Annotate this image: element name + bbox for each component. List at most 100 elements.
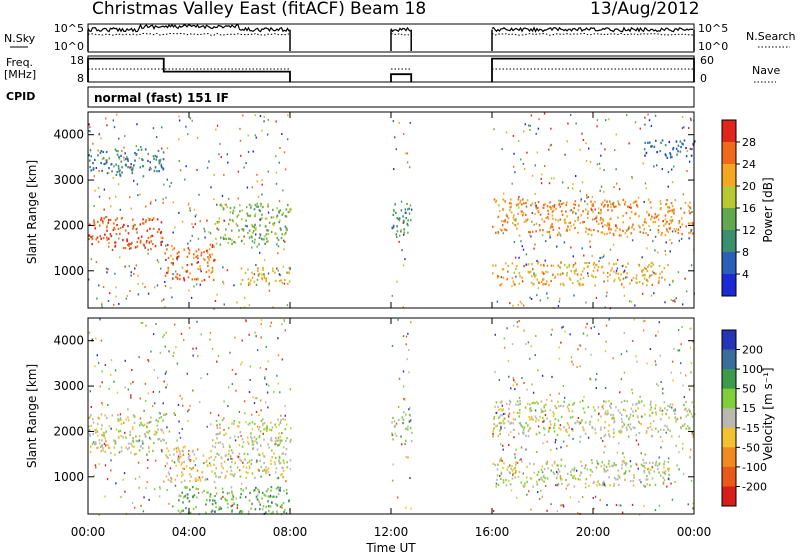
heatmap-cell bbox=[94, 464, 97, 467]
heatmap-cell bbox=[555, 407, 558, 410]
heatmap-cell bbox=[664, 407, 666, 410]
heatmap-cell bbox=[105, 159, 107, 162]
heatmap-cell bbox=[671, 406, 673, 409]
freq-label: Freq. bbox=[6, 56, 33, 69]
heatmap-cell bbox=[197, 355, 199, 358]
heatmap-cell bbox=[254, 223, 256, 226]
heatmap-cell bbox=[138, 475, 141, 478]
heatmap-cell bbox=[196, 448, 199, 451]
heatmap-cell bbox=[402, 221, 405, 224]
heatmap-cell bbox=[400, 200, 403, 203]
heatmap-cell bbox=[550, 127, 552, 130]
heatmap-cell bbox=[285, 227, 288, 230]
heatmap-cell bbox=[108, 425, 111, 428]
heatmap-cell bbox=[136, 440, 139, 443]
heatmap-cell bbox=[685, 155, 688, 158]
heatmap-cell bbox=[689, 147, 692, 150]
heatmap-cell bbox=[670, 168, 673, 171]
heatmap-cell bbox=[527, 429, 530, 433]
heatmap-cell bbox=[272, 306, 274, 309]
heatmap-cell bbox=[579, 421, 582, 424]
heatmap-cell bbox=[642, 458, 644, 462]
heatmap-cell bbox=[109, 233, 112, 236]
heatmap-cell bbox=[556, 510, 559, 513]
time-axis: 00:00 04:00 08:00 12:00 16:00 20:00 00:00 bbox=[71, 112, 711, 539]
heatmap-cell bbox=[265, 368, 267, 371]
heatmap-cell bbox=[224, 203, 226, 206]
heatmap-cell bbox=[578, 344, 581, 347]
heatmap-cell bbox=[192, 466, 194, 469]
heatmap-cell bbox=[566, 228, 568, 231]
heatmap-cell bbox=[241, 228, 244, 231]
heatmap-cell bbox=[154, 199, 157, 202]
heatmap-cell bbox=[266, 133, 269, 136]
heatmap-cell bbox=[127, 243, 129, 247]
heatmap-cell bbox=[162, 414, 165, 417]
heatmap-cell bbox=[127, 408, 129, 411]
heatmap-cell bbox=[213, 258, 215, 261]
heatmap-cell bbox=[566, 266, 568, 269]
heatmap-cell bbox=[205, 503, 207, 506]
heatmap-cell bbox=[517, 212, 519, 215]
heatmap-cell bbox=[551, 225, 554, 229]
heatmap-cell bbox=[525, 448, 527, 451]
heatmap-cell bbox=[406, 202, 408, 206]
heatmap-cell bbox=[518, 272, 521, 275]
heatmap-cell bbox=[542, 426, 545, 430]
heatmap-cell bbox=[103, 188, 106, 191]
nave-label: Nave bbox=[752, 64, 780, 77]
nsky-tick-top: 10^5 bbox=[54, 22, 84, 35]
heatmap-cell bbox=[264, 225, 267, 228]
heatmap-cell bbox=[176, 474, 179, 477]
heatmap-cell bbox=[98, 442, 101, 445]
heatmap-cell bbox=[256, 442, 259, 445]
heatmap-cell bbox=[502, 208, 504, 212]
heatmap-cell bbox=[530, 417, 533, 421]
heatmap-cell bbox=[508, 399, 511, 402]
heatmap-cell bbox=[642, 484, 645, 487]
heatmap-cell bbox=[531, 212, 533, 215]
heatmap-cell bbox=[239, 475, 242, 478]
heatmap-cell bbox=[675, 140, 678, 143]
heatmap-cell bbox=[510, 421, 512, 424]
heatmap-cell bbox=[260, 475, 262, 478]
heatmap-cell bbox=[404, 258, 406, 261]
heatmap-cell bbox=[220, 236, 222, 239]
heatmap-cell bbox=[190, 296, 193, 299]
heatmap-cell bbox=[497, 215, 500, 218]
heatmap-cell bbox=[637, 443, 640, 446]
heatmap-cell bbox=[593, 480, 595, 484]
heatmap-cell bbox=[497, 483, 500, 486]
heatmap-cell bbox=[258, 453, 261, 457]
heatmap-cell bbox=[554, 441, 557, 444]
heatmap-cell bbox=[536, 151, 538, 154]
heatmap-cell bbox=[577, 218, 579, 222]
heatmap-cell bbox=[560, 446, 562, 449]
heatmap-cell bbox=[559, 218, 562, 221]
colorbar-swatch bbox=[722, 252, 736, 275]
heatmap-cell bbox=[529, 403, 531, 406]
heatmap-cell bbox=[93, 221, 95, 224]
heatmap-cell bbox=[289, 440, 291, 443]
heatmap-cell bbox=[643, 200, 645, 203]
heatmap-cell bbox=[498, 422, 501, 425]
heatmap-cell bbox=[88, 238, 90, 241]
heatmap-cell bbox=[535, 207, 538, 210]
heatmap-cell bbox=[267, 211, 270, 214]
heatmap-cell bbox=[542, 283, 544, 286]
heatmap-cell bbox=[167, 456, 169, 460]
heatmap-cell bbox=[509, 431, 512, 434]
heatmap-cell bbox=[603, 254, 605, 257]
heatmap-cell bbox=[643, 404, 646, 407]
heatmap-cell bbox=[558, 231, 560, 234]
heatmap-cell bbox=[119, 429, 122, 432]
heatmap-cell bbox=[506, 215, 508, 218]
heatmap-cell bbox=[133, 506, 136, 509]
heatmap-cell bbox=[400, 230, 402, 233]
heatmap-cell bbox=[147, 217, 150, 220]
heatmap-cell bbox=[588, 423, 591, 426]
heatmap-cell bbox=[215, 237, 217, 240]
heatmap-cell bbox=[264, 511, 267, 514]
heatmap-cell bbox=[592, 275, 595, 279]
heatmap-cell bbox=[211, 245, 214, 248]
